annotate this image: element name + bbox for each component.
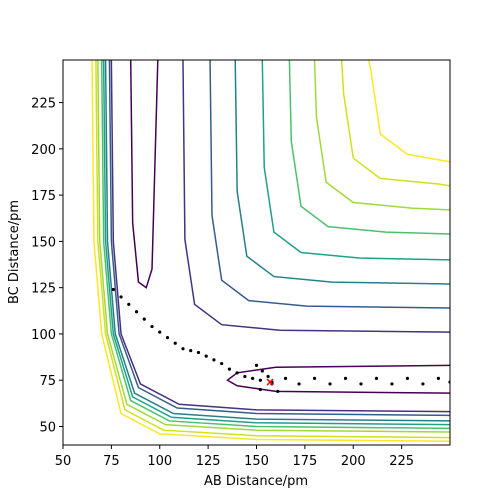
- x-tick-label: 125: [196, 454, 221, 469]
- contour-line: [209, 60, 450, 309]
- trajectory-point: [343, 376, 348, 380]
- contour-line: [97, 60, 450, 433]
- contour-line: [313, 60, 450, 211]
- trajectory-point: [165, 336, 170, 340]
- x-tick-label: 50: [55, 454, 72, 469]
- y-tick-label: 100: [31, 328, 56, 343]
- trajectory-point: [220, 361, 224, 366]
- trajectory-point: [173, 341, 177, 345]
- trajectory-point: [283, 376, 288, 380]
- trajectory-point: [158, 330, 162, 334]
- trajectory-point: [235, 371, 239, 375]
- trajectory-point: [119, 295, 123, 299]
- trajectory-point: [276, 389, 280, 393]
- contour-line: [234, 60, 450, 285]
- y-tick-label: 200: [31, 143, 56, 158]
- y-tick-label: 225: [31, 97, 56, 112]
- x-axis-label: AB Distance/pm: [204, 474, 308, 489]
- contour-line: [102, 60, 450, 426]
- trajectory-point: [142, 317, 146, 321]
- trajectory-point: [328, 382, 332, 386]
- trajectory-point: [260, 369, 264, 373]
- x-tick-label: 75: [103, 454, 120, 469]
- contour-line: [104, 60, 450, 422]
- y-tick-label: 125: [31, 282, 56, 297]
- trajectory-point: [196, 350, 201, 355]
- trajectory-point: [258, 378, 262, 382]
- trajectory-point: [254, 363, 259, 368]
- trajectory-point: [150, 324, 154, 329]
- y-tick-label: 150: [31, 235, 56, 250]
- contour-line: [261, 60, 450, 261]
- contour-line: [367, 60, 450, 163]
- contour-line: [288, 60, 450, 235]
- y-tick-label: 175: [31, 189, 56, 204]
- trajectory-point: [251, 376, 255, 380]
- y-axis-label: BC Distance/pm: [7, 200, 22, 304]
- trajectory-point: [390, 382, 394, 386]
- x-tick-label: 200: [341, 454, 366, 469]
- contour-line: [110, 60, 450, 413]
- plot-area: [91, 60, 450, 443]
- trajectory-point: [374, 376, 379, 380]
- trajectory-point: [266, 374, 270, 379]
- trajectory-point: [405, 376, 410, 380]
- trajectory-point: [111, 287, 115, 292]
- contour-line: [91, 60, 450, 443]
- trajectory-point: [312, 376, 317, 380]
- trajectory-point: [436, 376, 440, 380]
- contour-line: [95, 60, 450, 439]
- x-tick-label: 225: [389, 454, 414, 469]
- contour-line: [182, 60, 450, 333]
- trajectory-point: [204, 354, 208, 358]
- contour-line: [226, 364, 450, 394]
- y-tick-label: 75: [39, 374, 56, 389]
- x-tick-label: 175: [292, 454, 317, 469]
- axes-frame: [62, 59, 451, 446]
- trajectory-point: [258, 387, 262, 392]
- trajectory-point: [297, 382, 301, 386]
- x-tick-label: 100: [147, 454, 172, 469]
- trajectory-point: [127, 302, 131, 306]
- trajectory-point: [134, 310, 139, 314]
- trajectory-point: [359, 382, 363, 386]
- trajectory-point: [243, 374, 247, 379]
- contour-line: [129, 60, 159, 289]
- y-tick-label: 50: [39, 420, 56, 435]
- trajectory-point: [212, 358, 216, 362]
- contour-line: [100, 60, 450, 430]
- contour-line: [340, 60, 450, 187]
- start-marker: [266, 378, 274, 386]
- x-tick-label: 150: [244, 454, 269, 469]
- trajectory-point: [227, 367, 232, 371]
- trajectory-point: [189, 349, 193, 353]
- trajectory-point: [421, 382, 425, 386]
- trajectory-point: [181, 347, 185, 351]
- contour-line: [108, 60, 450, 417]
